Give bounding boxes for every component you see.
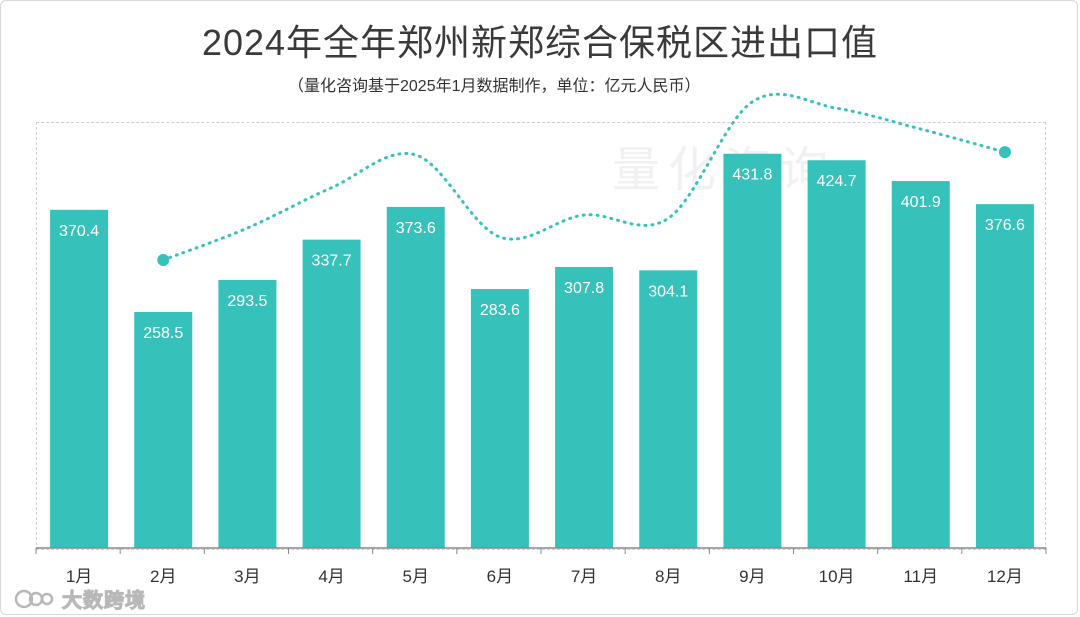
data-label: 258.5 (143, 325, 183, 342)
brand-logo-text: 大数跨境 (62, 590, 146, 613)
x-tick-label: 10月 (819, 567, 855, 586)
data-label: 401.9 (901, 194, 941, 211)
data-label: 373.6 (396, 220, 436, 237)
x-tick-label: 3月 (234, 567, 260, 586)
data-label: 424.7 (817, 173, 857, 190)
bar-3月 (218, 280, 277, 548)
bar-5月 (386, 206, 445, 548)
trend-line (161, 92, 1007, 262)
data-label: 283.6 (480, 302, 520, 319)
data-label: 376.6 (985, 217, 1025, 234)
data-label: 293.5 (227, 293, 267, 310)
x-tick-label: 4月 (318, 567, 344, 586)
watermark: 量化咨询 (612, 130, 836, 200)
data-label: 304.1 (648, 283, 688, 300)
x-tick-label: 2月 (150, 567, 176, 586)
data-label: 370.4 (59, 223, 99, 240)
bar-12月 (975, 204, 1034, 548)
bar-10月 (807, 160, 866, 548)
x-tick-label: 7月 (571, 567, 597, 586)
bar-4月 (302, 239, 361, 548)
x-tick-label: 9月 (739, 567, 765, 586)
bar-9月 (723, 153, 782, 548)
bar-1月 (50, 209, 109, 548)
x-tick-label: 6月 (487, 567, 513, 586)
x-tick-label: 12月 (987, 567, 1023, 586)
brand-logo: 大数跨境 (14, 584, 146, 613)
chart-title: 2024年全年郑州新郑综合保税区进出口值 (201, 22, 879, 63)
bar-7月 (555, 266, 614, 548)
trend-point-start (157, 253, 170, 266)
trend-point-end (998, 146, 1011, 159)
chart-subtitle: （量化咨询基于2025年1月数据制作，单位：亿元人民币） (288, 78, 701, 95)
bar-11月 (891, 181, 950, 548)
data-label: 431.8 (732, 167, 772, 184)
x-tick-label: 8月 (655, 567, 681, 586)
x-tick-label: 5月 (403, 567, 429, 586)
data-label: 337.7 (312, 253, 352, 270)
brand-logo-icon (14, 589, 54, 608)
bar-2月 (134, 311, 193, 548)
x-tick-label: 1月 (66, 567, 92, 586)
bar-8月 (639, 270, 698, 548)
data-label: 307.8 (564, 280, 604, 297)
bar-6月 (470, 289, 529, 548)
x-tick-label: 11月 (903, 567, 938, 586)
